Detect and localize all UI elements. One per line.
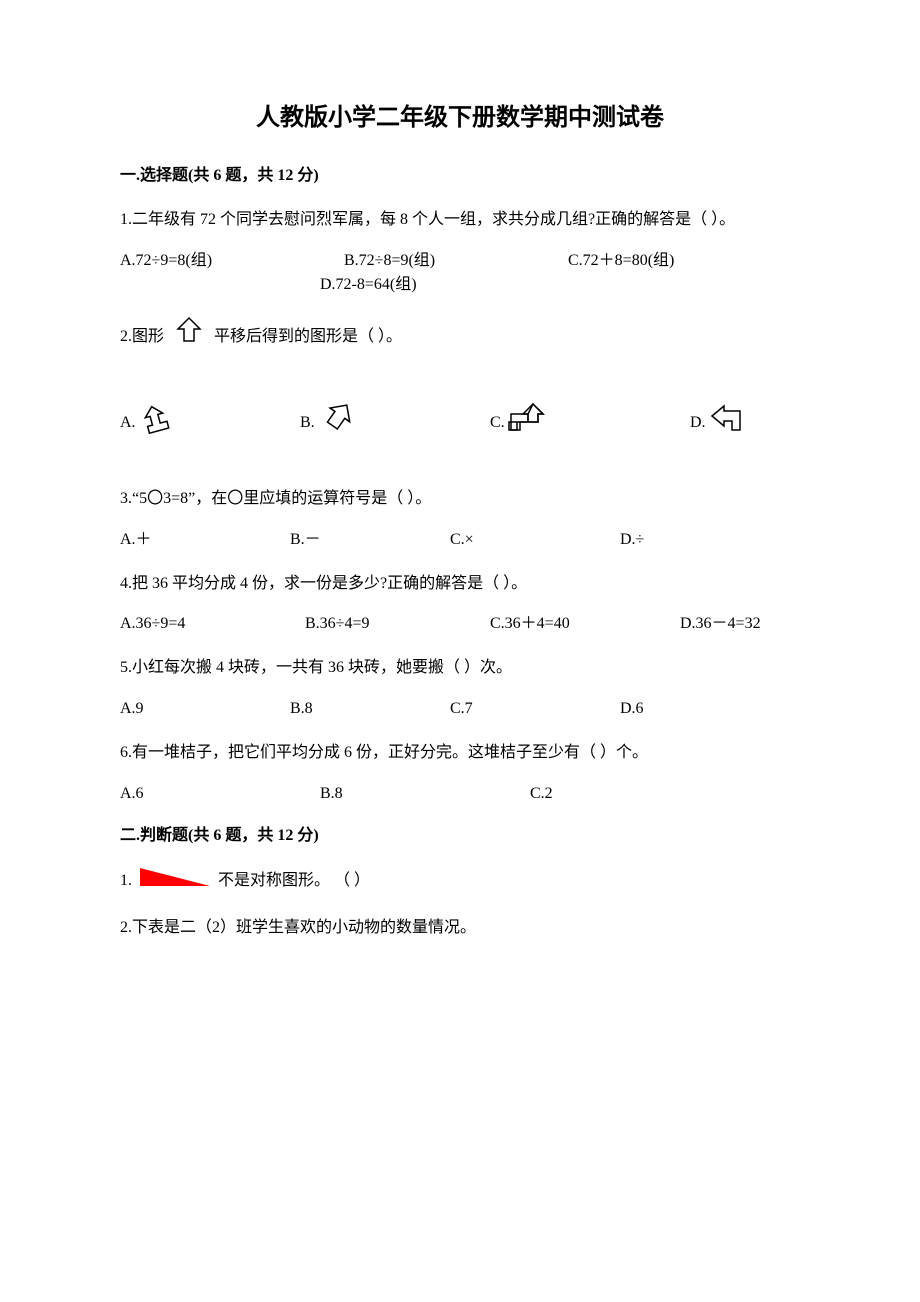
q2-optA-label: A. — [120, 411, 136, 435]
s2-q1-prefix: 1. — [120, 869, 132, 893]
q6-optC: C.2 — [530, 782, 553, 806]
s2-q2-text: 2.下表是二（2）班学生喜欢的小动物的数量情况。 — [120, 914, 800, 943]
q5-optC: C.7 — [450, 697, 610, 721]
s2-question-1: 1. 不是对称图形。 （ ） — [120, 866, 800, 896]
q4-text: 4.把 36 平均分成 4 份，求一份是多少?正确的解答是（ ）。 — [120, 570, 800, 599]
section2-header: 二.判断题(共 6 题，共 12 分) — [120, 824, 800, 848]
arrow-shape-up-icon — [170, 315, 208, 359]
q2-prefix: 2.图形 — [120, 325, 164, 349]
s2-q1-line: 1. 不是对称图形。 （ ） — [120, 866, 800, 896]
q2-optD-label: D. — [690, 411, 706, 435]
q3-text: 3.“5〇3=8”，在〇里应填的运算符号是（ ）。 — [120, 485, 800, 514]
arrow-left-down-icon — [706, 400, 750, 446]
question-2: 2.图形 平移后得到的图形是（ ）。 A. B. — [120, 315, 800, 447]
q1-optC: C.72＋8=80(组) — [568, 252, 674, 269]
q5-optA: A.9 — [120, 697, 280, 721]
arrow-bend-up-icon — [505, 400, 549, 446]
question-4: 4.把 36 平均分成 4 份，求一份是多少?正确的解答是（ ）。 A.36÷9… — [120, 570, 800, 637]
q1-text: 1.二年级有 72 个同学去慰问烈军属，每 8 个人一组，求共分成几组?正确的解… — [120, 206, 800, 235]
question-3: 3.“5〇3=8”，在〇里应填的运算符号是（ ）。 A.＋ B.－ C.× D.… — [120, 485, 800, 552]
q5-options: A.9 B.8 C.7 D.6 — [120, 697, 800, 721]
q4-optC: C.36＋4=40 — [490, 612, 670, 636]
q3-optC: C.× — [450, 528, 610, 552]
q4-options: A.36÷9=4 B.36÷4=9 C.36＋4=40 D.36－4=32 — [120, 612, 800, 636]
q2-suffix: 平移后得到的图形是（ ）。 — [214, 325, 402, 349]
q5-optB: B.8 — [290, 697, 440, 721]
q3-optB: B.－ — [290, 528, 440, 552]
q4-optA: A.36÷9=4 — [120, 612, 295, 636]
q6-options: A.6 B.8 C.2 — [120, 782, 800, 806]
q1-optB: B.72÷8=9(组) — [344, 249, 564, 273]
question-1: 1.二年级有 72 个同学去慰问烈军属，每 8 个人一组，求共分成几组?正确的解… — [120, 206, 800, 297]
arrow-up-left-icon — [136, 401, 176, 445]
q2-optB-label: B. — [300, 411, 315, 435]
q6-optB: B.8 — [320, 782, 520, 806]
q3-options: A.＋ B.－ C.× D.÷ — [120, 528, 800, 552]
section1-header: 一.选择题(共 6 题，共 12 分) — [120, 164, 800, 188]
q2-optC-label: C. — [490, 411, 505, 435]
q4-optD: D.36－4=32 — [680, 612, 761, 636]
q5-optD: D.6 — [620, 697, 644, 721]
s2-question-2: 2.下表是二（2）班学生喜欢的小动物的数量情况。 — [120, 914, 800, 943]
q2-optA: A. — [120, 401, 290, 445]
s2-q1-suffix: 不是对称图形。 （ ） — [218, 869, 370, 893]
q1-options: A.72÷9=8(组) B.72÷8=9(组) C.72＋8=80(组) D.7… — [120, 249, 800, 297]
q6-optA: A.6 — [120, 782, 310, 806]
q2-optD: D. — [690, 400, 750, 446]
question-5: 5.小红每次搬 4 块砖，一共有 36 块砖，她要搬（ ）次。 A.9 B.8 … — [120, 654, 800, 721]
q4-optB: B.36÷4=9 — [305, 612, 480, 636]
q5-text: 5.小红每次搬 4 块砖，一共有 36 块砖，她要搬（ ）次。 — [120, 654, 800, 683]
arrow-diag-icon — [315, 399, 359, 447]
document-title: 人教版小学二年级下册数学期中测试卷 — [120, 100, 800, 136]
q1-optA: A.72÷9=8(组) — [120, 249, 340, 273]
q2-optB: B. — [300, 399, 480, 447]
q2-optC: C. — [490, 400, 680, 446]
q6-text: 6.有一堆桔子，把它们平均分成 6 份，正好分完。这堆桔子至少有（ ）个。 — [120, 739, 800, 768]
q1-optD: D.72-8=64(组) — [320, 273, 417, 297]
q3-optD: D.÷ — [620, 528, 644, 552]
q3-optA: A.＋ — [120, 528, 280, 552]
triangle-icon — [138, 866, 212, 896]
q2-options: A. B. C. — [120, 399, 800, 447]
document-page: 人教版小学二年级下册数学期中测试卷 一.选择题(共 6 题，共 12 分) 1.… — [0, 0, 920, 1021]
question-6: 6.有一堆桔子，把它们平均分成 6 份，正好分完。这堆桔子至少有（ ）个。 A.… — [120, 739, 800, 806]
q2-text-line: 2.图形 平移后得到的图形是（ ）。 — [120, 315, 800, 359]
